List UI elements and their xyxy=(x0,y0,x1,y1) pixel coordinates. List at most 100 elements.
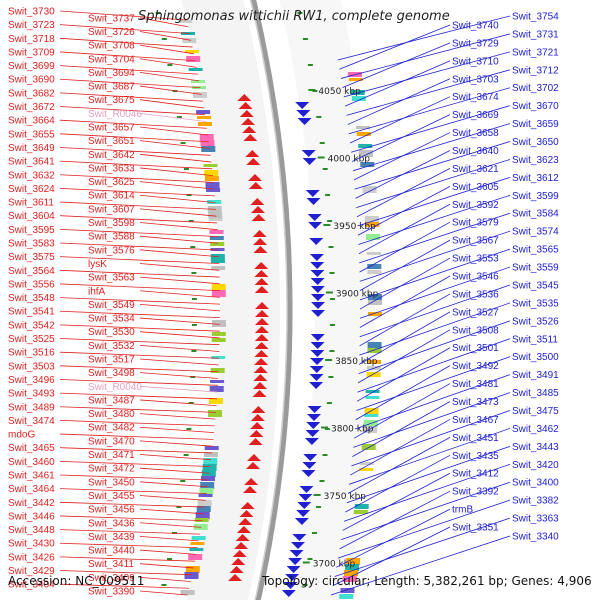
minor-tick xyxy=(316,116,322,118)
cog-feature-block xyxy=(199,134,214,141)
right-gene-label: Swit_3475 xyxy=(512,406,559,417)
right-gene-label: Swit_3710 xyxy=(452,56,499,67)
topology-label: Topology: circular; Length: 5,382,261 bp… xyxy=(262,574,592,588)
right-gene-label: Swit_3567 xyxy=(452,236,499,247)
left-gene-label: Swit_3649 xyxy=(8,143,55,154)
left-gene-label: Swit_3723 xyxy=(8,20,55,31)
left-label-connector xyxy=(139,467,210,474)
left-label-connector xyxy=(139,31,192,41)
right-label-connector xyxy=(354,374,511,430)
right-gene-label: Swit_3621 xyxy=(452,164,499,175)
right-gene-label: Swit_3535 xyxy=(512,298,559,309)
left-gene-label: Swit_3470 xyxy=(88,436,135,447)
left-label-connector xyxy=(59,420,215,427)
forward-gene-arrow xyxy=(254,342,269,349)
right-gene-label: Swit_3623 xyxy=(512,155,559,166)
cog-feature-block xyxy=(359,462,374,465)
forward-gene-arrow xyxy=(229,566,244,573)
reverse-gene-arrow xyxy=(306,198,321,205)
minor-tick xyxy=(191,272,197,274)
forward-gene-arrow xyxy=(244,478,259,485)
forward-gene-arrow xyxy=(247,454,261,461)
right-label-connector xyxy=(343,463,511,522)
cog-feature-block xyxy=(211,284,226,290)
reverse-gene-arrow xyxy=(310,334,325,341)
forward-gene-arrow xyxy=(238,102,253,109)
left-label-connector xyxy=(139,426,215,434)
genome-title: Sphingomonas wittichii RW1, complete gen… xyxy=(138,9,450,24)
left-label-connector xyxy=(59,37,193,48)
cog-feature-block xyxy=(367,360,382,364)
left-label-connector xyxy=(59,51,196,61)
right-label-connector xyxy=(353,392,511,448)
reverse-gene-arrow xyxy=(301,470,316,477)
reverse-gene-arrow xyxy=(310,294,325,301)
right-label-connector xyxy=(345,60,451,107)
cog-feature-block xyxy=(209,230,224,234)
reverse-track-band xyxy=(279,0,375,600)
left-gene-label: Swit_3471 xyxy=(88,450,135,461)
left-label-connector xyxy=(139,290,220,298)
left-label-connector xyxy=(139,85,202,95)
left-gene-label: Swit_3651 xyxy=(88,136,135,147)
cog-feature-block xyxy=(345,564,360,571)
minor-tick xyxy=(329,298,335,300)
left-label-connector xyxy=(59,338,220,346)
reverse-gene-arrow xyxy=(310,262,325,269)
left-gene-label: Swit_3474 xyxy=(8,416,55,427)
reverse-gene-arrow xyxy=(310,342,325,349)
right-gene-label: Swit_3363 xyxy=(512,514,559,525)
left-label-connector xyxy=(139,549,197,555)
left-label-connector xyxy=(59,406,216,413)
left-label-connector xyxy=(139,413,216,420)
right-gene-label: Swit_3351 xyxy=(452,523,499,534)
right-label-connector xyxy=(330,535,511,596)
left-label-connector xyxy=(139,440,213,447)
left-label-connector xyxy=(139,385,218,393)
right-gene-label: Swit_3640 xyxy=(452,146,499,157)
minor-tick xyxy=(329,324,335,326)
right-gene-label: Swit_3526 xyxy=(512,316,559,327)
minor-tick xyxy=(188,402,194,404)
right-label-connector xyxy=(359,248,511,301)
right-label-connector xyxy=(346,69,511,116)
left-gene-label: Swit_3657 xyxy=(88,123,135,134)
right-gene-label: Swit_3658 xyxy=(452,128,499,139)
cog-feature-block xyxy=(190,80,205,83)
right-gene-label: Swit_3702 xyxy=(512,83,559,94)
accession-label: Accession: NC_009511 xyxy=(8,574,145,588)
reverse-gene-arrow xyxy=(311,310,325,317)
minor-tick xyxy=(319,142,325,144)
cog-feature-block xyxy=(367,294,382,301)
right-gene-label: Swit_3400 xyxy=(512,478,559,489)
minor-tick xyxy=(180,142,186,144)
right-gene-label: Swit_3721 xyxy=(512,47,559,58)
right-label-connector xyxy=(356,347,451,402)
left-label-connector xyxy=(59,529,201,535)
left-label-connector xyxy=(59,583,190,589)
left-label-connector xyxy=(139,263,220,271)
cog-feature-block xyxy=(368,300,382,305)
minor-tick xyxy=(191,298,197,300)
right-label-connector xyxy=(359,293,451,347)
left-gene-label: Swit_3430 xyxy=(8,539,55,550)
cog-feature-block xyxy=(208,218,223,221)
cog-feature-block xyxy=(198,494,213,497)
forward-gene-arrow xyxy=(254,262,269,269)
reverse-gene-arrow xyxy=(307,414,321,421)
cog-feature-block xyxy=(195,512,210,519)
minor-tick xyxy=(161,38,167,40)
left-gene-label: Swit_3730 xyxy=(8,7,55,18)
cog-feature-block xyxy=(190,542,205,545)
left-gene-label: Swit_3675 xyxy=(88,95,135,106)
right-gene-label: Swit_3527 xyxy=(452,307,499,318)
minor-tick xyxy=(161,584,167,586)
left-gene-label: Swit_3564 xyxy=(8,266,55,277)
left-gene-label: Swit_3480 xyxy=(88,409,135,420)
right-label-connector xyxy=(359,302,511,356)
right-gene-label: Swit_3481 xyxy=(452,379,499,390)
right-gene-label: Swit_3574 xyxy=(512,227,559,238)
right-label-connector xyxy=(337,499,511,559)
left-gene-label: Swit_3487 xyxy=(88,395,135,406)
